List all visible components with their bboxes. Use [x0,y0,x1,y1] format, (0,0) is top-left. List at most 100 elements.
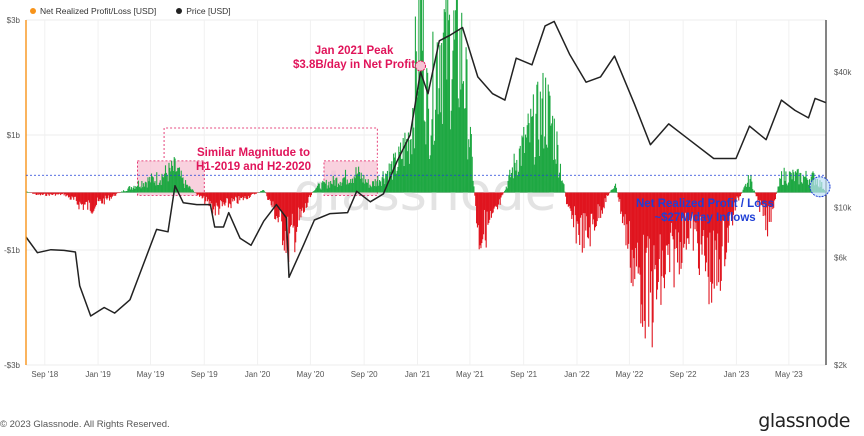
y-left-tick-label: -$3b [4,361,21,370]
profit-loss-bar [401,158,403,193]
profit-loss-bar [377,176,379,193]
profit-loss-bar [801,183,804,193]
profit-loss-bar [553,118,555,193]
profit-loss-bar [520,165,522,193]
profit-loss-bar [733,192,735,203]
profit-loss-bar [538,156,541,193]
profit-loss-bar [141,180,143,193]
profit-loss-bar [374,179,376,193]
profit-loss-bar [243,192,245,199]
legend-item-price[interactable]: Price [USD] [176,6,231,16]
profit-loss-bar [358,172,361,193]
profit-loss-bar [144,181,146,193]
profit-loss-bar [225,192,227,203]
profit-loss-bar [379,181,382,193]
profit-loss-bar [423,120,425,193]
profit-loss-bar [132,187,134,193]
profit-loss-bar [365,179,367,193]
profit-loss-bar [217,192,219,207]
profit-loss-bar [483,192,485,210]
profit-loss-bar [467,159,469,193]
profit-loss-bar [557,144,559,193]
profit-loss-bar [700,192,702,245]
profit-loss-bar [330,180,332,193]
profit-loss-bar [442,32,444,193]
x-tick-label: Sep '19 [191,370,218,379]
profit-loss-bar [462,83,464,193]
profit-loss-bar [121,191,123,193]
profit-loss-bar [320,189,322,193]
profit-loss-bar [656,192,658,300]
profit-loss-bar [221,192,223,207]
profit-loss-bar [607,192,610,196]
profit-loss-bar [149,176,151,193]
profit-loss-bar [469,126,472,193]
profit-loss-bar [476,192,479,228]
profit-loss-bar [771,192,773,207]
profit-loss-bar [476,192,478,224]
profit-loss-bar [500,192,502,198]
profit-loss-bar [424,121,426,193]
profit-loss-bar [470,134,472,193]
axes: $3b $1b -$1b -$3b Sep '18 Jan '19 May '19 Sep '… [4,16,852,379]
profit-loss-bar [615,187,617,193]
profit-loss-bar [535,113,537,193]
profit-loss-bar [682,192,684,219]
profit-loss-bar [793,172,795,193]
profit-loss-bar [289,192,291,234]
profit-loss-bar [218,192,220,215]
profit-loss-bar [741,191,743,193]
legend-item-profit-loss[interactable]: Net Realized Profit/Loss [USD] [30,6,156,16]
profit-loss-bar [368,187,370,193]
profit-loss-bar [460,89,462,193]
profit-loss-bar [478,192,480,250]
profit-loss-bar [392,179,394,193]
profit-loss-bar [408,163,410,193]
profit-loss-bar [676,192,678,249]
profit-loss-bar [461,12,463,193]
profit-loss-bar [143,183,145,193]
profit-loss-bar [103,192,105,205]
profit-loss-bar [350,179,352,193]
profit-loss-bar [606,192,608,196]
profit-loss-bar [165,172,167,193]
profit-loss-bar [731,192,733,217]
profit-loss-bar [504,189,506,193]
profit-loss-bar [42,192,44,195]
profit-loss-bar [134,188,136,193]
profit-loss-bar [341,182,343,193]
profit-loss-bar [140,188,142,193]
profit-loss-bar [537,81,539,193]
profit-loss-bar [284,192,286,231]
price-line-group [25,20,827,317]
profit-loss-bar [547,84,549,193]
profit-loss-bar [652,192,654,323]
profit-loss-bar [767,192,769,206]
profit-loss-bar [138,187,140,193]
profit-loss-bar [211,192,213,204]
profit-loss-bar [689,192,691,220]
profit-loss-bar [295,192,297,243]
profit-loss-bar [261,190,264,193]
profit-loss-bar [110,192,112,199]
profit-loss-bar [187,187,189,193]
profit-loss-bar [498,192,500,200]
x-tick-label: Sep '21 [510,370,537,379]
profit-loss-bar [600,192,603,211]
profit-loss-bar [238,192,240,197]
profit-loss-bar [437,114,439,193]
y-left-tick-label: -$1b [4,246,21,255]
profit-loss-bar [787,182,790,193]
profit-loss-bar [351,183,353,193]
profit-loss-bar [190,188,192,193]
profit-loss-bar [543,148,545,193]
profit-loss-bar [491,192,493,214]
profit-loss-bar [231,192,233,199]
profit-loss-bar [116,192,118,194]
profit-loss-bar [72,192,74,198]
profit-loss-bar [706,192,708,238]
profit-loss-bar [797,168,799,193]
profit-loss-bar [668,192,670,245]
profit-loss-bar [196,192,198,195]
profit-loss-bar [545,144,548,193]
